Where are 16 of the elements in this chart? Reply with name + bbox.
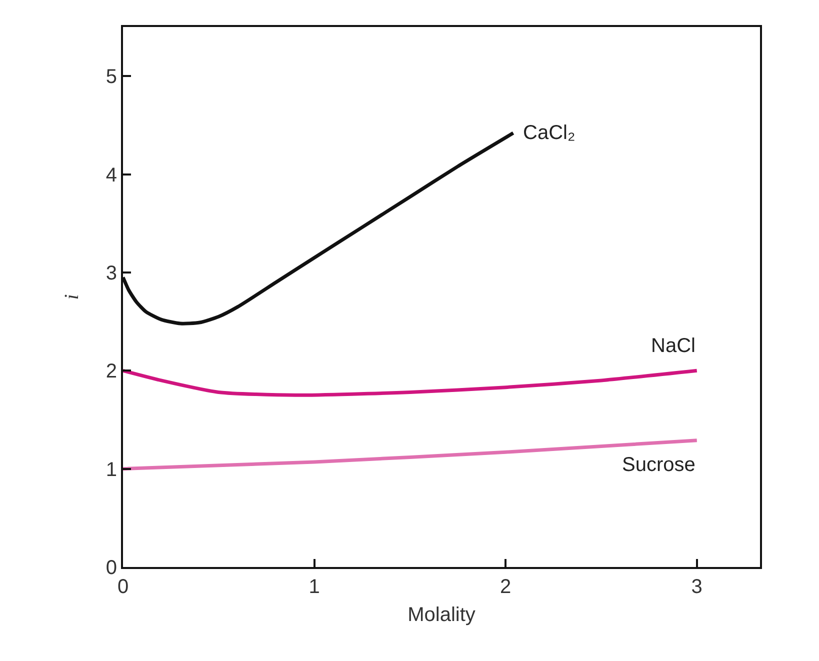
y-tick-label: 3 — [106, 262, 117, 284]
y-tick-label: 0 — [106, 557, 117, 579]
line-series — [123, 368, 699, 397]
series-label: Sucrose — [622, 454, 696, 476]
x-tick-label: 3 — [691, 576, 702, 598]
series-label: CaCl₂ — [523, 122, 576, 144]
y-tick-label: 1 — [106, 458, 117, 481]
x-tick-label: 1 — [308, 576, 320, 598]
y-axis-title: i — [60, 294, 83, 300]
y-tick-label: 5 — [106, 66, 117, 88]
y-tick-label: 2 — [106, 360, 117, 383]
y-tick-label: 4 — [106, 164, 117, 186]
x-axis-title: Molality — [408, 604, 476, 626]
line-series — [123, 438, 699, 471]
x-tick-label: 2 — [500, 576, 512, 598]
series-label: NaCl — [651, 335, 696, 357]
